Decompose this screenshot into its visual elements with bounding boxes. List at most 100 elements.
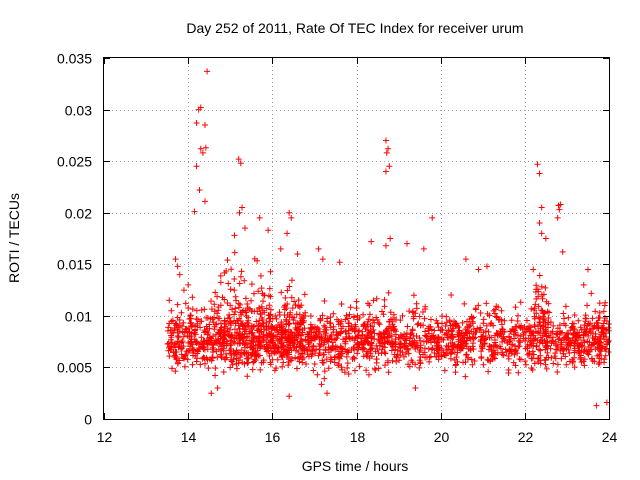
data-point <box>209 354 216 361</box>
data-point <box>256 305 263 312</box>
data-point <box>459 343 466 350</box>
axis-ticks <box>104 58 610 420</box>
data-point <box>214 293 221 300</box>
data-point <box>591 340 598 347</box>
data-point <box>274 322 281 329</box>
data-point <box>517 356 524 363</box>
data-point <box>239 359 246 366</box>
data-point <box>237 335 244 342</box>
data-point <box>393 354 400 361</box>
data-point <box>176 316 183 323</box>
data-point <box>368 328 375 335</box>
data-point <box>278 289 285 296</box>
data-point <box>328 356 335 363</box>
data-point <box>285 362 292 369</box>
data-point <box>462 329 469 336</box>
data-point <box>278 354 285 361</box>
data-point <box>375 350 382 357</box>
data-point <box>351 355 358 362</box>
data-point <box>565 335 572 342</box>
data-point <box>335 318 342 325</box>
data-point <box>533 310 540 317</box>
data-point <box>554 325 561 332</box>
data-point <box>276 309 283 316</box>
data-point <box>544 308 551 315</box>
data-point <box>220 327 227 334</box>
data-point <box>531 323 538 330</box>
data-point <box>422 305 429 312</box>
x-tick-label: 22 <box>518 429 534 445</box>
data-point <box>260 359 267 366</box>
data-point <box>205 365 212 372</box>
data-point <box>567 342 574 349</box>
data-point <box>526 323 533 330</box>
data-point <box>257 310 264 317</box>
data-point <box>244 333 251 340</box>
data-point <box>183 348 190 355</box>
data-point <box>584 266 591 273</box>
data-point <box>542 346 549 353</box>
data-point <box>592 337 599 344</box>
data-point <box>448 349 455 356</box>
data-point <box>310 367 317 374</box>
data-point <box>420 245 427 252</box>
data-point <box>386 163 393 170</box>
data-point <box>566 358 573 365</box>
data-point <box>541 309 548 316</box>
data-point <box>560 310 567 317</box>
data-point <box>382 362 389 369</box>
data-point <box>421 315 428 322</box>
data-point <box>560 346 567 353</box>
data-point <box>322 326 329 333</box>
data-point <box>485 328 492 335</box>
data-point <box>178 309 185 316</box>
data-point <box>217 272 224 279</box>
data-point <box>539 340 546 347</box>
data-point <box>249 329 256 336</box>
data-point <box>185 281 192 288</box>
data-point <box>554 330 561 337</box>
data-point <box>570 320 577 327</box>
data-point <box>323 356 330 363</box>
data-point <box>428 326 435 333</box>
data-point <box>197 104 204 111</box>
data-point <box>168 307 175 314</box>
plot-frame <box>103 57 610 420</box>
data-point <box>477 310 484 317</box>
data-point <box>385 359 392 366</box>
data-point <box>237 309 244 316</box>
data-point <box>271 350 278 357</box>
data-point <box>187 320 194 327</box>
data-point <box>441 367 448 374</box>
data-point <box>553 331 560 338</box>
data-point <box>204 314 211 321</box>
data-point <box>241 277 248 284</box>
data-point <box>536 339 543 346</box>
data-point <box>319 312 326 319</box>
data-point <box>481 337 488 344</box>
data-point <box>227 319 234 326</box>
data-point <box>232 320 239 327</box>
data-point <box>245 349 252 356</box>
data-point <box>321 375 328 382</box>
data-point <box>248 297 255 304</box>
data-point <box>588 290 595 297</box>
data-point <box>280 359 287 366</box>
data-point <box>288 294 295 301</box>
data-point <box>297 338 304 345</box>
data-point <box>558 355 565 362</box>
data-point <box>198 334 205 341</box>
data-point <box>566 341 573 348</box>
data-point <box>387 235 394 242</box>
y-tick-label: 0.005 <box>57 360 92 376</box>
data-point <box>385 369 392 376</box>
data-point <box>233 329 240 336</box>
data-point <box>386 318 393 325</box>
data-point <box>286 283 293 290</box>
data-point <box>431 350 438 357</box>
data-point <box>425 337 432 344</box>
data-point <box>538 283 545 290</box>
data-point <box>417 337 424 344</box>
data-point <box>229 306 236 313</box>
data-point <box>512 342 519 349</box>
